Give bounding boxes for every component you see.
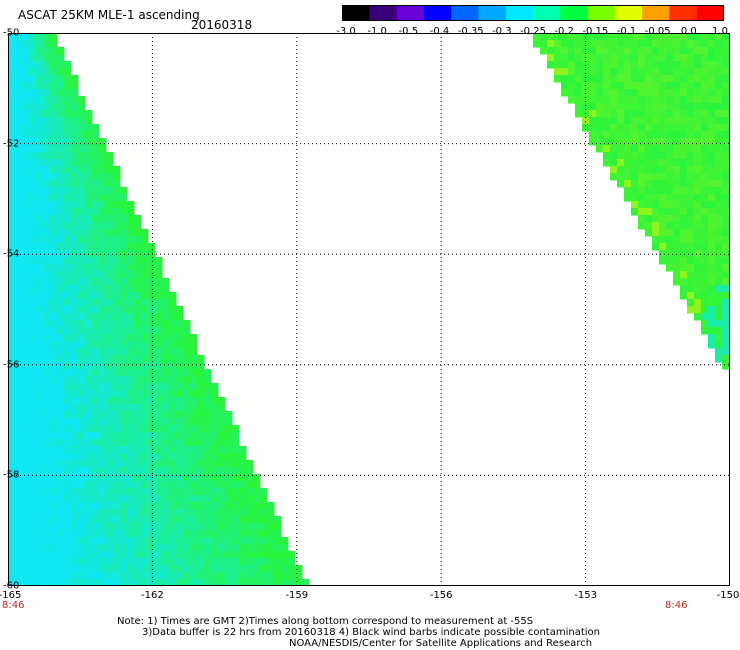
colorbar	[342, 5, 724, 21]
latitude-tick-label: -54	[3, 248, 20, 260]
colorbar-swatch	[451, 5, 479, 21]
swath-left	[8, 33, 310, 586]
colorbar-tick-label: -0.25	[520, 26, 546, 37]
swath-right	[533, 33, 730, 370]
time-label-right: 8:46	[665, 600, 688, 611]
colorbar-swatch	[505, 5, 534, 21]
colorbar-swatch	[423, 5, 452, 21]
footnote-line-1: Note: 1) Times are GMT 2)Times along bot…	[117, 616, 534, 627]
colorbar-tick-label: -1.0	[367, 26, 387, 37]
colorbar-tick-label: -0.3	[492, 26, 512, 37]
colorbar-swatch	[369, 5, 398, 21]
map-date: 20160318	[191, 18, 253, 32]
time-label-left: 8:46	[2, 600, 25, 611]
latitude-tick-label: -60	[3, 580, 20, 592]
colorbar-tick-label: -3.0	[336, 26, 356, 37]
map-frame	[8, 33, 730, 586]
colorbar-swatch	[642, 5, 670, 21]
longitude-tick-label: -159	[285, 590, 309, 601]
colorbar-tick-label: -0.05	[644, 26, 671, 37]
colorbar-tick-label: 0.0	[680, 26, 697, 37]
colorbar-swatch	[533, 5, 561, 21]
colorbar-tick-label: -0.2	[554, 26, 574, 37]
colorbar-swatch	[669, 5, 698, 21]
colorbar-swatch	[696, 5, 724, 21]
colorbar-tick-label: -0.35	[457, 26, 484, 37]
colorbar-tick-label: -0.15	[582, 26, 609, 37]
colorbar-swatch	[478, 5, 507, 21]
longitude-tick-label: -156	[429, 590, 453, 601]
colorbar-swatch	[560, 5, 589, 21]
colorbar-tick-label: -0.4	[429, 26, 450, 37]
colorbar-swatch	[614, 5, 643, 21]
longitude-tick-label: -150	[716, 590, 740, 601]
latitude-tick-label: -52	[3, 138, 20, 150]
credit-line: NOAA/NESDIS/Center for Satellite Applica…	[289, 638, 593, 649]
longitude-tick-label: -153	[574, 590, 597, 601]
colorbar-swatch	[342, 5, 370, 21]
longitude-tick-label: -162	[141, 590, 164, 601]
latitude-tick-label: -50	[3, 27, 20, 39]
longitude-tick-label: -165	[0, 590, 22, 601]
colorbar-tick-label: -0.5	[398, 26, 419, 37]
footnote-line-2: 3)Data buffer is 22 hrs from 20160318 4)…	[142, 627, 600, 638]
latitude-tick-label: -58	[3, 469, 20, 481]
gridlines	[8, 33, 730, 586]
colorbar-tick-label: -0.1	[616, 26, 637, 37]
latitude-tick-label: -56	[3, 359, 20, 371]
colorbar-swatch	[587, 5, 616, 21]
colorbar-tick-label: 1.0	[712, 26, 728, 37]
map-title: ASCAT 25KM MLE-1 ascending	[18, 8, 200, 22]
map-plot	[8, 33, 730, 586]
colorbar-swatch	[396, 5, 425, 21]
